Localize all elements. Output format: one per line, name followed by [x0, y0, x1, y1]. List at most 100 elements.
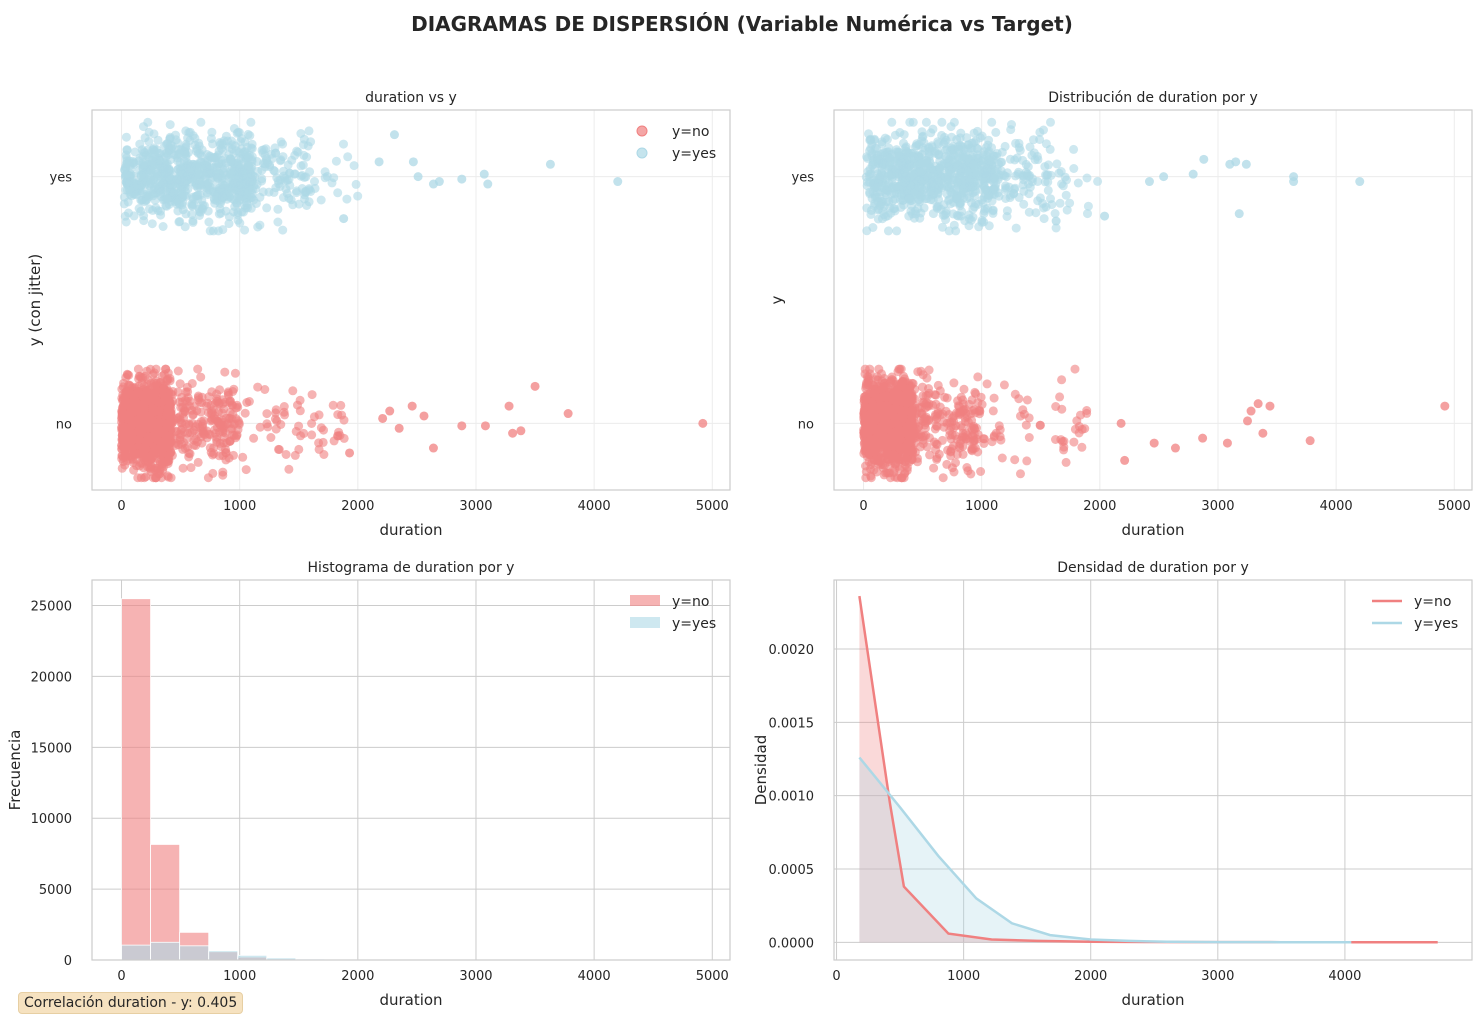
scatter-point [164, 165, 174, 175]
scatter-point [914, 182, 924, 192]
scatter-point [1052, 159, 1062, 169]
scatter-point [1069, 164, 1079, 173]
scatter-point-outlier [516, 426, 526, 436]
scatter-point [1056, 167, 1066, 176]
scatter-point [144, 204, 154, 214]
scatter-point [918, 382, 927, 392]
scatter-point [918, 158, 928, 168]
x-tick-label: 1000 [965, 499, 998, 514]
y-tick-label: 0 [64, 954, 72, 969]
scatter-point [138, 188, 148, 198]
scatter-point [1010, 455, 1020, 465]
scatter-point [178, 424, 187, 434]
scatter-point [310, 177, 319, 186]
scatter-point [877, 369, 886, 379]
scatter-point [234, 153, 244, 163]
scatter-point [130, 147, 140, 157]
scatter-point [196, 117, 206, 127]
scatter-point [978, 434, 988, 444]
axes-title: Distribución de duration por y [1048, 90, 1258, 106]
scatter-point [181, 403, 191, 413]
scatter-point [166, 448, 176, 457]
scatter-point [954, 410, 964, 420]
scatter-point-outlier [613, 177, 623, 187]
scatter-point [875, 154, 885, 164]
scatter-point [868, 380, 878, 390]
scatter-point [918, 370, 928, 380]
scatter-point [1046, 170, 1056, 180]
scatter-point [932, 453, 942, 463]
scatter-point [1022, 395, 1032, 405]
scatter-point [284, 464, 294, 474]
x-tick-label: 3000 [1201, 969, 1234, 984]
figure-title: DIAGRAMAS DE DISPERSIÓN (Variable Numéri… [411, 12, 1073, 36]
scatter-point-outlier [1234, 209, 1244, 219]
scatter-point [240, 408, 250, 418]
scatter-point [306, 187, 316, 196]
scatter-point [147, 219, 157, 229]
scatter-point [336, 400, 346, 410]
histogram-bar [121, 944, 151, 961]
scatter-point [892, 226, 902, 236]
x-tick-label: 1000 [223, 969, 256, 984]
scatter-point [119, 199, 129, 209]
scatter-point [333, 410, 343, 420]
scatter-point [1050, 209, 1060, 218]
scatter-point [880, 133, 890, 143]
scatter-point [273, 217, 283, 227]
scatter-point [288, 200, 298, 210]
scatter-point [1057, 375, 1067, 385]
scatter-point [165, 120, 175, 130]
scatter-point [278, 139, 288, 149]
scatter-point [169, 188, 179, 198]
x-tick-label: 3000 [459, 499, 492, 514]
scatter-point [946, 122, 956, 132]
scatter-point [954, 149, 964, 159]
scatter-point [156, 206, 165, 216]
x-tick-label: 5000 [696, 499, 729, 514]
scatter-point [905, 436, 915, 446]
scatter-point [193, 149, 203, 158]
scatter-point [949, 423, 959, 433]
scatter-point [282, 175, 292, 185]
scatter-point-outlier [428, 179, 438, 189]
scatter-point [879, 382, 889, 392]
scatter-point [872, 455, 882, 465]
scatter-point [947, 463, 957, 473]
scatter-point [1046, 117, 1055, 127]
scatter-point [1069, 144, 1079, 154]
scatter-point [975, 133, 985, 143]
scatter-point-outlier [1188, 169, 1198, 179]
scatter-point [320, 173, 330, 183]
scatter-point [885, 153, 895, 163]
scatter-point [1083, 209, 1092, 219]
scatter-point [124, 208, 133, 218]
legend-marker-no [636, 125, 648, 137]
scatter-point-outlier [1116, 418, 1126, 428]
scatter-point [258, 187, 268, 197]
x-tick-label: 3000 [459, 969, 492, 984]
scatter-point [935, 163, 945, 173]
scatter-point [937, 117, 947, 127]
scatter-point [959, 384, 969, 394]
scatter-point [188, 410, 198, 419]
scatter-point [185, 127, 195, 137]
scatter-point-outlier [457, 421, 467, 431]
scatter-point [928, 209, 938, 219]
scatter-point [132, 455, 141, 464]
scatter-point [1029, 135, 1038, 145]
scatter-point [271, 424, 281, 434]
scatter-point [274, 444, 283, 454]
scatter-point [214, 158, 224, 168]
scatter-point [120, 450, 130, 460]
scatter-point [121, 132, 131, 142]
scatter-point [915, 213, 925, 223]
axes-title: Densidad de duration por y [1057, 560, 1249, 576]
scatter-point [1002, 206, 1012, 216]
scatter-point [339, 415, 349, 425]
scatter-point [235, 163, 245, 173]
scatter-point [117, 463, 127, 473]
scatter-point [125, 186, 135, 196]
scatter-point [284, 193, 294, 203]
